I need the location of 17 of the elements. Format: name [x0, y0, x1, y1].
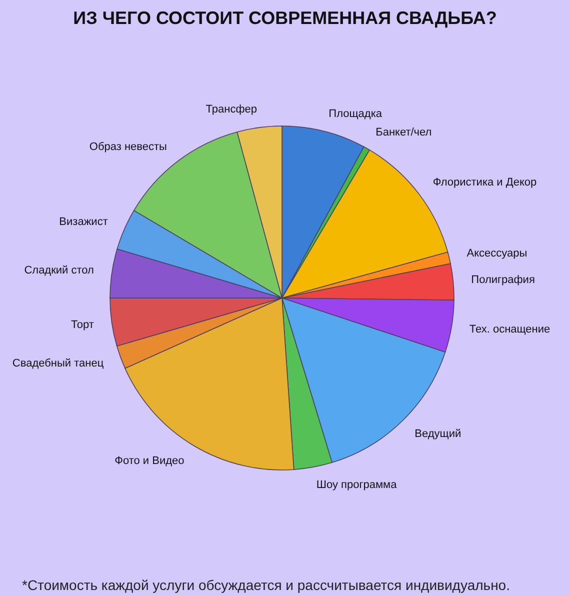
- slice-label: Сладкий стол: [24, 264, 94, 277]
- slice-label: Аксессуары: [466, 248, 528, 260]
- slice-label: Свадебный танец: [12, 357, 104, 370]
- slice-label: Торт: [70, 318, 94, 331]
- chart-title: ИЗ ЧЕГО СОСТОИТ СОВРЕМЕННАЯ СВАДЬБА?: [72, 8, 498, 29]
- slice-label: Образ невесты: [89, 140, 168, 153]
- slice-label: Тех. оснащение: [469, 323, 550, 336]
- slice-label: Площадка: [328, 108, 383, 120]
- slice-label: Визажист: [59, 216, 108, 228]
- slice-label: Фото и Видео: [114, 454, 184, 467]
- text: *Стоимость каждой услуги обсуждается и рассчитывается индивидуально.: [22, 577, 510, 593]
- slice-label: Трансфер: [206, 104, 258, 116]
- slice-label: Ведущий: [414, 428, 462, 440]
- slice-label: Банкет/чел: [376, 126, 432, 139]
- slice-label: Флористика и Декор: [432, 176, 537, 188]
- slice-label: Полиграфия: [471, 274, 535, 286]
- slice-label: Шоу программа: [316, 478, 398, 491]
